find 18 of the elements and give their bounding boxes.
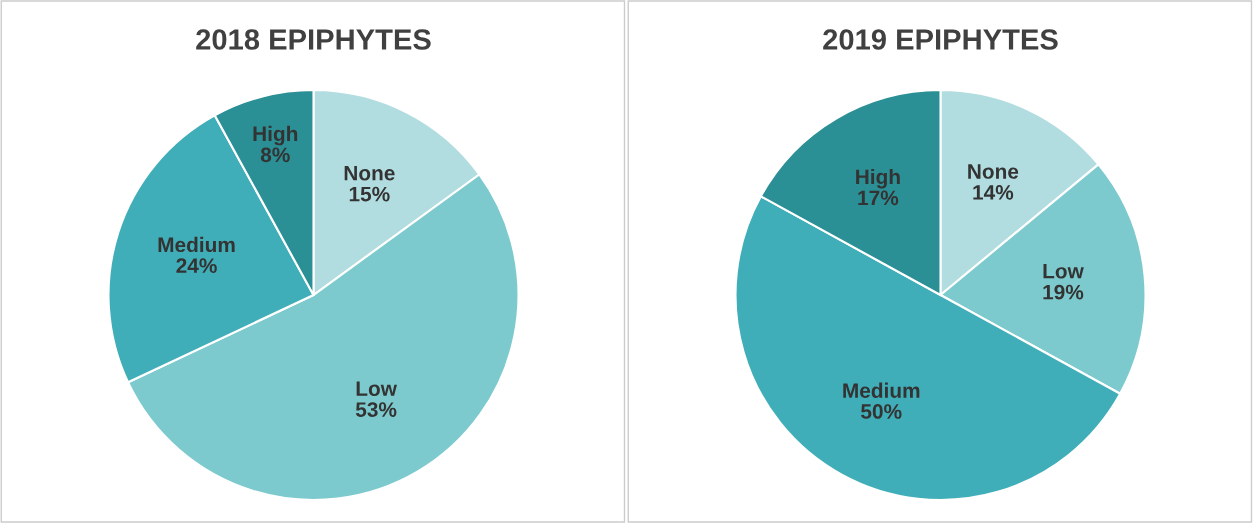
slice-label: None (968, 164, 1019, 179)
slice-label: Low (356, 381, 397, 396)
slice-label: Medium (843, 382, 920, 398)
slice-label: High (856, 168, 900, 189)
data-label: 24% (176, 258, 217, 274)
data-label: 15% (349, 186, 390, 202)
chart-title: 2019 EPIPHYTES (823, 29, 1058, 50)
data-label: 17% (858, 190, 899, 206)
data-label: 14% (973, 185, 1014, 200)
slice-label: Low (1043, 264, 1084, 279)
slice-label: Medium (158, 236, 235, 253)
data-label: 50% (861, 404, 902, 419)
chart-title: 2018 EPIPHYTES (196, 29, 431, 50)
data-label: 53% (355, 402, 397, 417)
data-label: 19% (1043, 284, 1084, 300)
data-label: 8% (260, 147, 290, 163)
slice-label: High (253, 125, 298, 146)
slice-label: None (344, 166, 395, 181)
